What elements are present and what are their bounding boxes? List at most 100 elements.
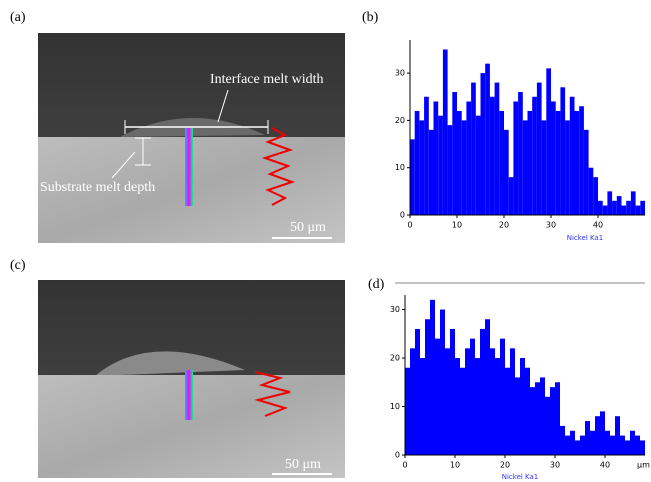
bar bbox=[555, 110, 561, 215]
bar bbox=[508, 177, 514, 215]
bar bbox=[424, 96, 429, 215]
bar bbox=[545, 396, 550, 455]
bar bbox=[452, 92, 457, 215]
bar bbox=[465, 348, 470, 455]
sem-image bbox=[38, 280, 345, 478]
bar bbox=[475, 115, 481, 215]
x-tick-label: 40 bbox=[593, 221, 603, 230]
bar bbox=[410, 348, 415, 455]
bar bbox=[600, 411, 605, 455]
x-unit: μm bbox=[637, 461, 650, 470]
bar bbox=[522, 120, 528, 215]
bar bbox=[435, 338, 440, 455]
bar bbox=[560, 87, 566, 215]
y-tick-label: 20 bbox=[390, 354, 400, 363]
bar bbox=[495, 358, 500, 455]
bar bbox=[540, 377, 545, 455]
x-tick-label: 0 bbox=[402, 461, 407, 470]
sem-image bbox=[38, 33, 345, 243]
bar bbox=[500, 338, 505, 455]
bar bbox=[574, 110, 580, 215]
panel-label: (c) bbox=[10, 258, 26, 273]
bar bbox=[499, 110, 504, 215]
bar bbox=[420, 358, 425, 455]
x-tick-label: 30 bbox=[546, 221, 556, 230]
x-tick-label: 20 bbox=[499, 221, 509, 230]
bar bbox=[419, 120, 425, 215]
y-tick-label: 30 bbox=[395, 69, 405, 78]
panel-label: (a) bbox=[10, 10, 26, 25]
bar bbox=[579, 106, 584, 215]
bar bbox=[570, 430, 575, 455]
bar bbox=[504, 129, 509, 215]
bar bbox=[555, 382, 560, 455]
bar bbox=[513, 101, 519, 215]
bar bbox=[485, 63, 490, 215]
bar bbox=[602, 205, 608, 215]
bar bbox=[442, 49, 448, 216]
bar bbox=[541, 120, 547, 215]
bar bbox=[612, 200, 617, 215]
bar bbox=[440, 309, 445, 455]
bar bbox=[605, 430, 610, 455]
bar bbox=[588, 167, 594, 215]
bar bbox=[433, 101, 439, 215]
x-tick-label: 40 bbox=[600, 461, 610, 470]
bar bbox=[428, 129, 434, 215]
y-tick-label: 0 bbox=[395, 451, 400, 460]
bar bbox=[550, 387, 555, 455]
bar bbox=[461, 120, 467, 215]
bar bbox=[410, 139, 415, 215]
bar bbox=[450, 328, 455, 455]
bar bbox=[535, 382, 540, 455]
bar bbox=[595, 416, 600, 455]
bar bbox=[565, 120, 570, 215]
bar bbox=[593, 177, 598, 215]
bar bbox=[560, 425, 565, 455]
y-tick-label: 10 bbox=[395, 163, 405, 172]
bar bbox=[471, 82, 476, 215]
bar bbox=[470, 338, 475, 455]
y-tick-label: 10 bbox=[390, 402, 400, 411]
bar bbox=[583, 129, 589, 215]
bar bbox=[527, 110, 533, 215]
bar bbox=[625, 440, 630, 455]
y-tick-label: 20 bbox=[395, 116, 405, 125]
bar bbox=[565, 435, 570, 455]
bar bbox=[525, 367, 530, 455]
bar bbox=[551, 101, 556, 215]
annotation: Interface melt width bbox=[210, 72, 324, 87]
bar bbox=[475, 358, 480, 455]
bar bbox=[460, 367, 465, 455]
bar bbox=[590, 430, 595, 455]
bar bbox=[510, 348, 515, 455]
bar bbox=[447, 125, 453, 215]
bar bbox=[414, 110, 420, 215]
x-tick-label: 30 bbox=[550, 461, 560, 470]
bar bbox=[598, 200, 603, 215]
bar bbox=[480, 73, 486, 215]
bar bbox=[635, 205, 641, 215]
x-tick-label: 10 bbox=[452, 221, 462, 230]
bar bbox=[626, 200, 631, 215]
bar bbox=[430, 299, 435, 455]
bar bbox=[405, 367, 410, 455]
bar bbox=[445, 348, 450, 455]
annotation: Substrate melt depth bbox=[40, 180, 155, 195]
bar bbox=[466, 101, 472, 215]
bar bbox=[520, 358, 525, 455]
x-axis-label: Nickel Ka1 bbox=[567, 234, 604, 242]
panel-label: (d) bbox=[368, 277, 385, 292]
bar bbox=[518, 92, 523, 215]
bar bbox=[536, 82, 542, 215]
bar bbox=[546, 68, 551, 215]
bar bbox=[490, 348, 495, 455]
bar bbox=[585, 421, 590, 455]
x-tick-label: 20 bbox=[500, 461, 510, 470]
bar bbox=[580, 435, 585, 455]
panel-label: (b) bbox=[362, 10, 379, 25]
bar bbox=[515, 377, 520, 455]
bar bbox=[480, 328, 485, 455]
bar bbox=[530, 387, 535, 455]
scale-bar-label: 50 μm bbox=[290, 220, 326, 235]
